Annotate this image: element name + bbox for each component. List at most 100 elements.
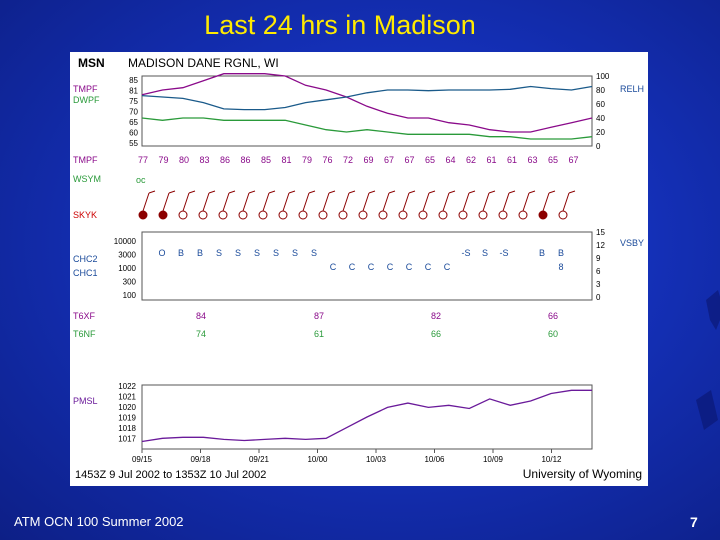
hourly-temp-value: 65 [548, 155, 558, 165]
wind-barb-flag [408, 190, 416, 194]
sky-cover-row [138, 190, 576, 220]
cloud-code-lower: C [330, 262, 337, 272]
wind-barb-flag [188, 190, 196, 194]
cloud-code-lower: C [406, 262, 413, 272]
sky-cover-symbol [238, 210, 248, 220]
temperature-tick-label: 70 [129, 108, 138, 117]
humidity-axis: 100 80 60 40 20 0 [596, 72, 610, 151]
hourly-temp-value: 85 [261, 155, 271, 165]
wind-barb-flag [328, 190, 336, 194]
sky-cover-symbol [218, 210, 228, 220]
wind-barb [322, 192, 330, 212]
cloud-code-upper: S [216, 248, 222, 258]
wind-barb [422, 192, 430, 212]
hourly-temp-value: 65 [425, 155, 435, 165]
weather-symbol: oc [136, 175, 146, 185]
dewpoint-line [141, 117, 593, 140]
wind-barb-flag [168, 190, 176, 194]
row-label-wsym: WSYM [73, 174, 101, 184]
max-temp-value: 66 [548, 311, 558, 321]
wind-barb-flag [428, 190, 436, 194]
humidity-tick-label: 20 [596, 128, 605, 137]
humidity-tick-label: 0 [596, 142, 601, 151]
wind-barb-flag [268, 190, 276, 194]
hourly-temperature-row: 77 79 80 83 86 86 85 81 79 76 72 69 67 67 65 64 62 61 61 63… [138, 155, 579, 165]
wind-barb-flag [548, 190, 556, 194]
sky-cover-symbol [418, 210, 428, 220]
time-tick-label: 10/00 [307, 455, 328, 464]
wind-barb [462, 192, 470, 212]
pressure-tick-label: 1022 [118, 382, 136, 391]
sky-cover-symbol [358, 210, 368, 220]
sky-cover-symbol [298, 210, 308, 220]
pressure-line [141, 389, 592, 443]
visibility-tick-label: 12 [596, 241, 605, 250]
cloud-code-rows: O B B S S S S S S -S S -S B B C C C C C C C 8 [158, 248, 564, 272]
sky-cover-symbol [278, 210, 288, 220]
wind-barb [302, 192, 310, 212]
hourly-temp-value: 79 [158, 155, 168, 165]
cloud-code-upper: S [254, 248, 260, 258]
cloud-code-upper: B [197, 248, 203, 258]
sky-cover-symbol [138, 210, 148, 220]
visibility-tick-label: 0 [596, 293, 601, 302]
wind-barb [562, 192, 570, 212]
wind-barb [402, 192, 410, 212]
sky-cover-symbol [398, 210, 408, 220]
temperature-tick-label: 81 [129, 87, 138, 96]
hourly-temp-value: 86 [240, 155, 250, 165]
ceiling-tick-label: 100 [123, 291, 137, 300]
max-temp-value: 84 [196, 311, 206, 321]
sky-cover-symbol [178, 210, 188, 220]
wind-barb [342, 192, 350, 212]
cloud-code-lower: 8 [558, 262, 563, 272]
time-tick-label: 09/21 [249, 455, 270, 464]
min-temp-value: 61 [314, 329, 324, 339]
sky-cover-symbol [338, 210, 348, 220]
page-number: 7 [690, 514, 698, 530]
wind-barb [442, 192, 450, 212]
wind-barb [182, 192, 190, 212]
wind-barb-flag [388, 190, 396, 194]
time-tick-label: 10/03 [366, 455, 387, 464]
time-range-footer: 1453Z 9 Jul 2002 to 1353Z 10 Jul 2002 [75, 469, 266, 481]
cloud-code-lower: C [387, 262, 394, 272]
wind-barb [382, 192, 390, 212]
sky-cover-symbol [458, 210, 468, 220]
row-label-tmpf: TMPF [73, 84, 98, 94]
time-tick-label: 10/09 [483, 455, 504, 464]
sky-cover-symbol [198, 210, 208, 220]
cloud-code-upper: -S [462, 248, 471, 258]
cloud-code-upper: S [273, 248, 279, 258]
row-label-vsby: VSBY [620, 238, 644, 248]
row-label-t6xf: T6XF [73, 311, 96, 321]
sky-cover-symbol [538, 210, 548, 220]
hourly-temp-value: 79 [302, 155, 312, 165]
humidity-line [141, 85, 593, 111]
hourly-temp-value: 61 [486, 155, 496, 165]
pressure-tick-label: 1018 [118, 424, 136, 433]
wind-barb [222, 192, 230, 212]
sky-cover-symbol [498, 210, 508, 220]
sky-cover-symbol [558, 210, 568, 220]
visibility-axis: 15 12 9 6 3 0 [596, 228, 605, 302]
time-tick-label: 10/12 [541, 455, 562, 464]
wind-barb [482, 192, 490, 212]
time-axis: 09/15 09/18 09/21 10/00 10/03 10/06 10/09 10/12 [132, 449, 562, 464]
wind-barb-flag [228, 190, 236, 194]
hourly-temp-value: 63 [527, 155, 537, 165]
pressure-tick-label: 1017 [118, 435, 136, 444]
wind-barb-flag [368, 190, 376, 194]
cloud-code-upper: S [311, 248, 317, 258]
cloud-code-upper: S [235, 248, 241, 258]
ceiling-axis: 10000 3000 1000 300 100 [114, 237, 137, 300]
max-temp-value: 87 [314, 311, 324, 321]
wind-barb-flag [468, 190, 476, 194]
temperature-tick-label: 85 [129, 76, 138, 85]
wind-barb-flag [528, 190, 536, 194]
time-tick-label: 10/06 [424, 455, 445, 464]
wind-barb-flag [488, 190, 496, 194]
hourly-temp-value: 83 [199, 155, 209, 165]
